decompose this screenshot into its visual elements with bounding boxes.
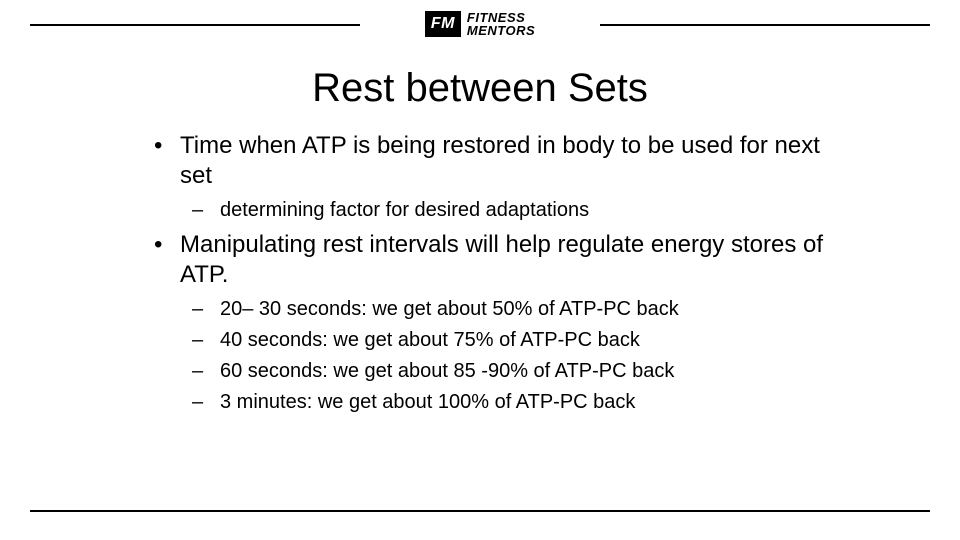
logo-badge: FM: [425, 11, 461, 37]
logo-text: FITNESS MENTORS: [467, 11, 535, 37]
dash-marker: –: [192, 358, 220, 385]
sub-bullet-text: 40 seconds: we get about 75% of ATP-PC b…: [220, 327, 640, 354]
dash-marker: –: [192, 197, 220, 224]
footer-rule: [30, 510, 930, 512]
bullet-text: Manipulating rest intervals will help re…: [180, 230, 830, 290]
dash-marker: –: [192, 389, 220, 416]
logo-line2: MENTORS: [467, 24, 535, 37]
sub-bullet-item: – determining factor for desired adaptat…: [192, 197, 830, 224]
sub-bullet-text: 20– 30 seconds: we get about 50% of ATP-…: [220, 296, 679, 323]
sub-bullet-item: – 3 minutes: we get about 100% of ATP-PC…: [192, 389, 830, 416]
sub-bullet-item: – 20– 30 seconds: we get about 50% of AT…: [192, 296, 830, 323]
header-rule-left: [30, 24, 360, 26]
sub-bullet-item: – 40 seconds: we get about 75% of ATP-PC…: [192, 327, 830, 354]
header-rule-right: [600, 24, 930, 26]
dash-marker: –: [192, 327, 220, 354]
bullet-marker: •: [150, 131, 180, 191]
bullet-text: Time when ATP is being restored in body …: [180, 131, 830, 191]
sub-bullet-text: 60 seconds: we get about 85 -90% of ATP-…: [220, 358, 674, 385]
bullet-marker: •: [150, 230, 180, 290]
sub-bullet-text: 3 minutes: we get about 100% of ATP-PC b…: [220, 389, 635, 416]
slide-content: • Time when ATP is being restored in bod…: [0, 131, 960, 416]
slide-title: Rest between Sets: [0, 66, 960, 111]
sub-bullet-text: determining factor for desired adaptatio…: [220, 197, 589, 224]
logo: FM FITNESS MENTORS: [417, 11, 543, 37]
header: FM FITNESS MENTORS: [0, 0, 960, 48]
dash-marker: –: [192, 296, 220, 323]
bullet-item: • Time when ATP is being restored in bod…: [150, 131, 830, 191]
sub-bullet-item: – 60 seconds: we get about 85 -90% of AT…: [192, 358, 830, 385]
bullet-item: • Manipulating rest intervals will help …: [150, 230, 830, 290]
